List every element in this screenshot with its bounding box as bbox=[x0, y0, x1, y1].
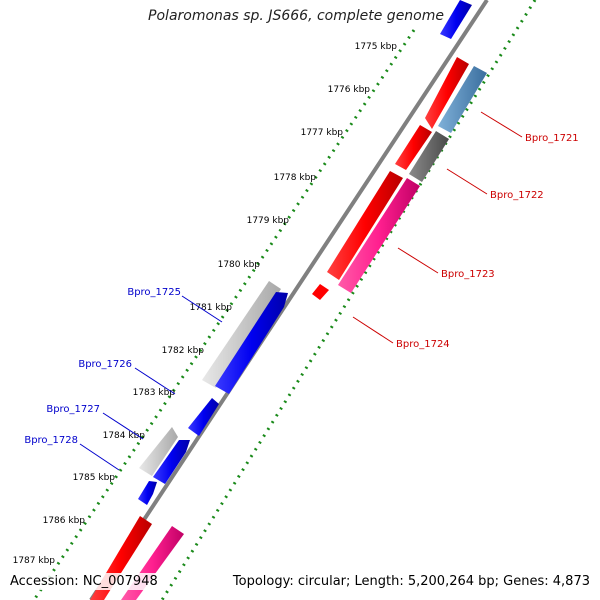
tick-label: 1782 kbp bbox=[162, 346, 205, 356]
gene-bar bbox=[327, 171, 403, 280]
gene-bar bbox=[215, 292, 288, 394]
outer-tick-track bbox=[160, 0, 537, 600]
leader-line bbox=[181, 295, 223, 323]
gene-bar bbox=[202, 281, 281, 388]
tick-label: 1787 kbp bbox=[13, 556, 56, 566]
gene-label-bpro-1721[interactable]: Bpro_1721 bbox=[525, 133, 579, 144]
map-title-container: Polaromonas sp. JS666, complete genome bbox=[0, 8, 600, 24]
gene-bar bbox=[153, 440, 190, 484]
leader-line bbox=[397, 247, 439, 274]
accession-label: Accession: NC_007948 bbox=[8, 573, 160, 590]
leader-line bbox=[134, 367, 176, 395]
gene-bar bbox=[139, 427, 178, 476]
tick-label: 1785 kbp bbox=[73, 473, 116, 483]
gene-label-bpro-1725[interactable]: Bpro_1725 bbox=[127, 287, 181, 298]
leader-line bbox=[446, 168, 488, 195]
gene-label-bpro-1727[interactable]: Bpro_1727 bbox=[46, 404, 100, 415]
gene-bar bbox=[438, 66, 487, 133]
gene-label-bpro-1722[interactable]: Bpro_1722 bbox=[490, 190, 544, 201]
tick-label: 1786 kbp bbox=[43, 516, 86, 526]
tick-label: 1775 kbp bbox=[355, 42, 398, 52]
tick-label: 1783 kbp bbox=[133, 388, 176, 398]
gene-label-bpro-1724[interactable]: Bpro_1724 bbox=[396, 339, 450, 350]
gene-label-bpro-1726[interactable]: Bpro_1726 bbox=[78, 359, 132, 370]
tick-label: 1780 kbp bbox=[218, 260, 261, 270]
gene-label-bpro-1723[interactable]: Bpro_1723 bbox=[441, 269, 495, 280]
leader-line bbox=[480, 111, 523, 138]
gene-bar bbox=[409, 131, 449, 182]
leader-line bbox=[352, 316, 394, 344]
leader-line bbox=[102, 412, 144, 440]
tick-label: 1778 kbp bbox=[274, 173, 317, 183]
tick-label: 1779 kbp bbox=[247, 216, 290, 226]
gene-bar bbox=[425, 57, 469, 129]
gene-bar bbox=[188, 398, 219, 436]
tick-label: 1777 kbp bbox=[301, 128, 344, 138]
map-title: Polaromonas sp. JS666, complete genome bbox=[148, 8, 444, 24]
gene-bar bbox=[395, 125, 432, 170]
tick-label: 1776 kbp bbox=[328, 85, 371, 95]
genome-backbone bbox=[89, 0, 489, 600]
inner-tick-track bbox=[32, 29, 416, 600]
tick-label: 1784 kbp bbox=[103, 431, 146, 441]
gene-bar bbox=[312, 284, 329, 300]
gene-label-bpro-1728[interactable]: Bpro_1728 bbox=[24, 435, 78, 446]
gene-bar bbox=[440, 0, 472, 39]
leader-line bbox=[79, 443, 120, 471]
genome-summary: Topology: circular; Length: 5,200,264 bp… bbox=[230, 573, 592, 590]
tick-label: 1781 kbp bbox=[190, 303, 233, 313]
gene-bar bbox=[338, 178, 420, 293]
gene-bar bbox=[138, 481, 157, 505]
